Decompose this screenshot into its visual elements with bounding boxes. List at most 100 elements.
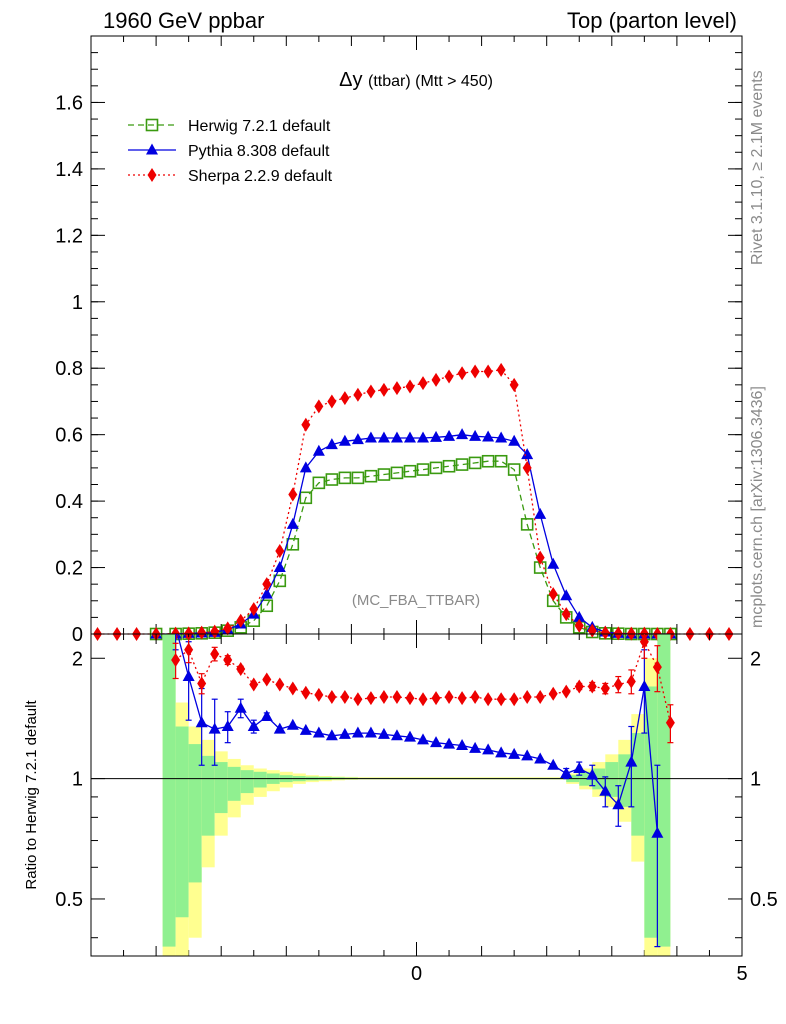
data-point <box>377 431 390 443</box>
ratio-data-point <box>353 692 363 707</box>
ratio-data-point <box>573 761 586 773</box>
data-point <box>482 430 495 442</box>
data-point <box>495 431 508 443</box>
ratio-data-point <box>208 722 221 734</box>
ratio-data-point <box>262 672 272 687</box>
data-point <box>494 454 508 468</box>
ratio-data-point <box>182 670 195 682</box>
data-point <box>351 471 365 485</box>
ratio-data-point <box>247 720 260 732</box>
ratio-plot: 0.5 0.5 1 1 2 2 0 5 Ratio to Herwig 7.2.1 defaul… <box>23 633 778 985</box>
ratio-y-tick-label-right: 0.5 <box>750 889 778 911</box>
ratio-data-point <box>548 686 558 701</box>
data-point <box>273 574 287 588</box>
data-point <box>561 607 571 622</box>
ratio-data-point <box>456 739 469 751</box>
ratio-data-point <box>638 679 651 691</box>
ratio-series-0 <box>172 634 664 948</box>
series-0 <box>149 454 677 641</box>
data-point <box>507 463 521 476</box>
inner-band <box>240 770 254 794</box>
y-tick-label: 0.4 <box>55 491 83 513</box>
ratio-data-point <box>651 826 664 838</box>
inner-band <box>162 634 176 947</box>
rivet-version-label: Rivet 3.1.10, ≥ 2.1M events <box>749 70 766 265</box>
data-point <box>403 464 417 478</box>
data-point <box>301 417 311 432</box>
y-tick-label: 1.4 <box>55 159 83 181</box>
ratio-data-point <box>639 634 649 649</box>
data-point <box>522 460 532 475</box>
data-point <box>325 438 338 450</box>
data-point <box>364 469 378 483</box>
data-point <box>249 602 259 617</box>
ratio-data-point <box>443 737 456 749</box>
main-plot: 0 0.2 0.4 0.6 0.8 1 1.2 1.4 1.6 Δy (ttbar) (Mtt >… <box>55 35 743 646</box>
ratio-data-point <box>417 733 430 745</box>
inner-band <box>644 686 658 938</box>
plot-title-sub: (ttbar) (Mtt > 450) <box>368 73 493 90</box>
data-point <box>210 624 220 639</box>
ratio-data-point <box>508 747 521 759</box>
ratio-data-point <box>587 679 597 694</box>
data-point <box>260 587 273 599</box>
legend-entry: Herwig 7.2.1 default <box>128 118 331 135</box>
data-point <box>430 430 443 442</box>
data-point <box>299 491 313 505</box>
ratio-data-point <box>379 690 389 705</box>
data-point <box>184 626 194 641</box>
data-point <box>455 458 469 471</box>
data-point <box>429 461 443 475</box>
data-point <box>470 364 480 379</box>
ratio-series-1 <box>171 634 675 744</box>
ratio-data-point <box>561 684 571 699</box>
ratio-data-point <box>495 746 508 758</box>
inner-band <box>214 762 228 814</box>
ratio-data-point <box>249 677 259 692</box>
ratio-data-point <box>377 727 390 739</box>
data-point <box>481 454 495 468</box>
ratio-data-point <box>184 642 194 657</box>
x-tick-label: 5 <box>736 963 747 985</box>
ratio-data-point <box>197 676 207 691</box>
data-point <box>275 543 285 558</box>
data-point <box>548 587 558 602</box>
ratio-data-point <box>560 766 573 778</box>
ratio-data-point <box>444 690 454 705</box>
ratio-data-point <box>547 758 560 770</box>
inner-band <box>657 634 671 947</box>
data-point <box>314 399 324 414</box>
data-point <box>364 431 377 443</box>
data-point <box>508 434 521 446</box>
data-point <box>312 444 325 456</box>
ratio-data-point <box>430 736 443 748</box>
ratio-data-point <box>351 726 364 738</box>
ratio-data-point <box>390 729 403 741</box>
plot-title: Δy (ttbar) (Mtt > 450) <box>339 69 493 91</box>
legend-entry: Pythia 8.308 default <box>128 143 330 160</box>
data-point <box>236 613 246 628</box>
data-point <box>223 621 233 636</box>
data-point <box>468 456 482 470</box>
ratio-data-point <box>626 674 636 689</box>
ratio-data-point <box>260 710 273 722</box>
ratio-y-tick-label: 0.5 <box>55 889 83 911</box>
ratio-data-point <box>535 690 545 705</box>
legend-marker <box>146 143 158 155</box>
data-point <box>262 577 272 592</box>
ratio-data-point <box>223 653 233 668</box>
data-point <box>392 381 402 396</box>
ratio-data-point <box>483 692 493 707</box>
data-point <box>366 384 376 399</box>
ratio-data-point <box>652 660 662 675</box>
y-tick-label: 0.2 <box>55 558 83 580</box>
ratio-data-point <box>301 685 311 700</box>
data-point <box>288 487 298 502</box>
ratio-data-point <box>534 752 547 764</box>
data-point <box>286 537 300 551</box>
ratio-data-point <box>574 679 584 694</box>
data-point <box>547 557 560 569</box>
data-point <box>260 599 274 613</box>
data-point <box>443 429 456 441</box>
